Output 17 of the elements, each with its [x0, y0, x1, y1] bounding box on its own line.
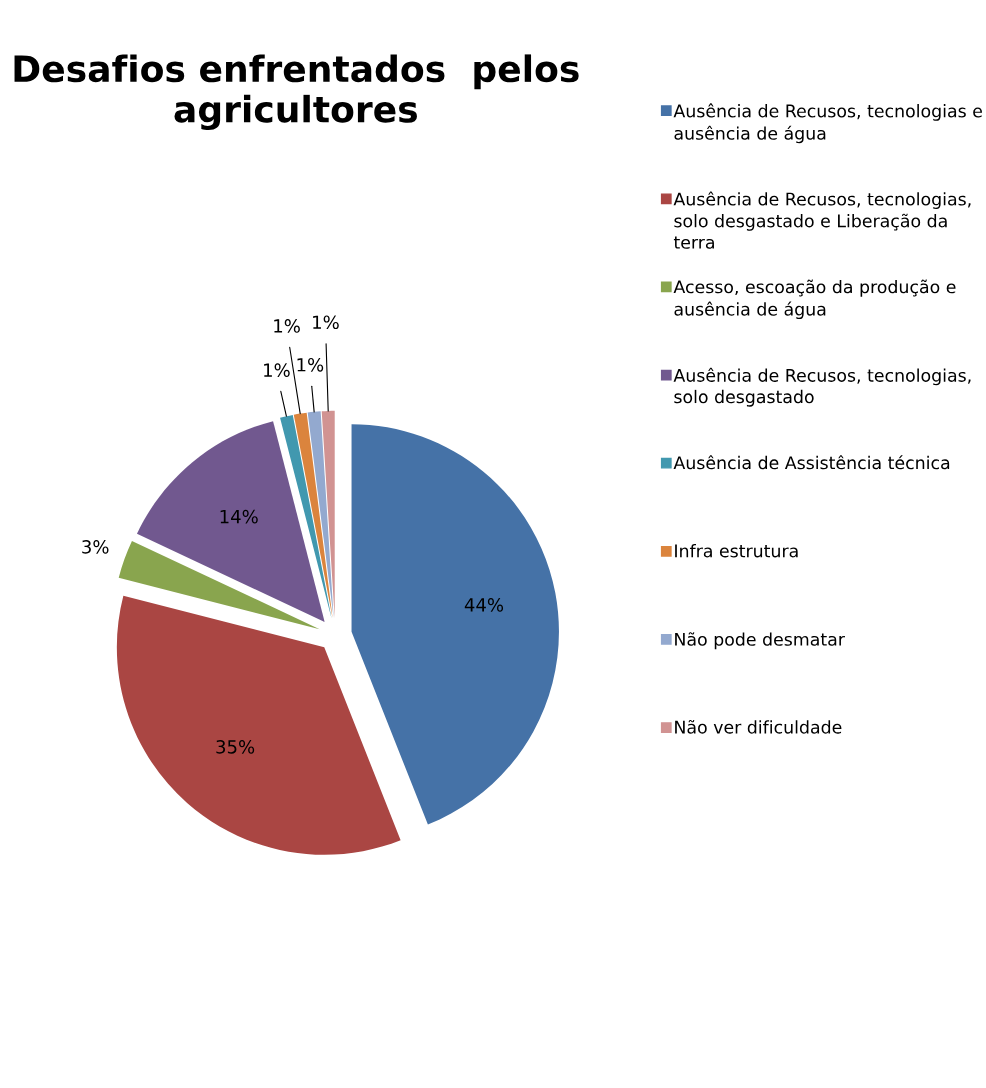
- data-label: 1%: [313, 315, 339, 330]
- data-label: 14%: [220, 509, 258, 524]
- data-label: 1%: [274, 319, 300, 333]
- data-label: 1%: [297, 357, 324, 372]
- data-label: 44%: [464, 598, 504, 612]
- data-label: 35%: [216, 740, 255, 754]
- legend-label: Ausência de Recusos, tecnologias e ausência de água: [673, 103, 982, 144]
- legend-label: Ausência de Recusos, tecnologias, solo desgastado: [673, 367, 971, 407]
- legend-label: Infra estrutura: [675, 544, 798, 558]
- legend-label: Não ver dificuldade: [675, 719, 842, 734]
- legend-label: Ausência de Assistência técnica: [673, 455, 950, 470]
- chart-title: Desafios enfrentados pelos agricultores: [14, 54, 579, 131]
- data-label: 3%: [82, 540, 109, 554]
- legend-label: Ausência de Recusos, tecnologias, solo desgastado e Liberação da terra: [673, 191, 971, 249]
- legend-label: Não pode desmatar: [675, 632, 845, 650]
- legend-label: Acesso, escoação da produção e ausência de água: [673, 279, 956, 320]
- data-label: 1%: [264, 363, 290, 377]
